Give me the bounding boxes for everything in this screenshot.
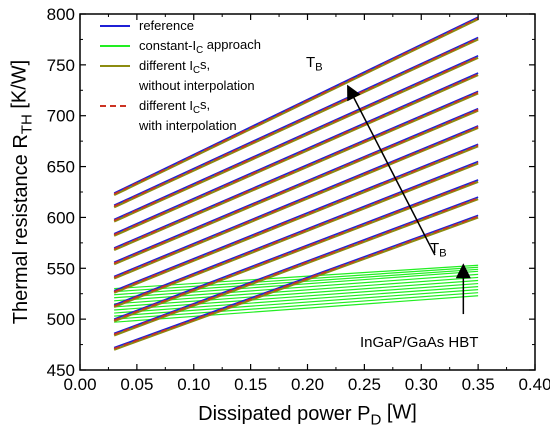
x-tick-label: 0.15 xyxy=(234,375,267,394)
x-tick-label: 0.10 xyxy=(177,375,210,394)
tb-upper-label: TB xyxy=(306,54,323,73)
x-tick-label: 0.40 xyxy=(518,375,550,394)
legend-label-different_ic_interp: with interpolation xyxy=(138,118,237,133)
legend-label-constant_ic: constant-IC approach xyxy=(139,37,261,56)
y-tick-label: 700 xyxy=(47,107,75,126)
x-tick-label: 0.25 xyxy=(348,375,381,394)
y-tick-label: 500 xyxy=(47,310,75,329)
y-tick-label: 650 xyxy=(47,158,75,177)
y-tick-label: 550 xyxy=(47,259,75,278)
no-interp-line xyxy=(114,93,478,250)
no-interp-line xyxy=(114,111,478,265)
y-axis-title: Thermal resistance RTH [K/W] xyxy=(9,60,36,325)
y-tick-label: 600 xyxy=(47,208,75,227)
legend-label-different_ic_no_interp: different ICs, xyxy=(139,57,210,76)
tb-lower-label: TB xyxy=(430,240,447,259)
legend-label-reference: reference xyxy=(139,18,194,33)
legend-label-different_ic_no_interp: without interpolation xyxy=(138,78,255,93)
device-label: InGaP/GaAs HBT xyxy=(360,334,478,351)
x-tick-label: 0.20 xyxy=(291,375,324,394)
y-tick-label: 800 xyxy=(47,5,75,24)
y-tick-label: 450 xyxy=(47,361,75,380)
legend-label-different_ic_interp: different ICs, xyxy=(139,97,210,116)
x-tick-label: 0.05 xyxy=(120,375,153,394)
x-axis-title: Dissipated power PD [W] xyxy=(198,402,417,429)
y-tick-label: 750 xyxy=(47,56,75,75)
x-tick-label: 0.35 xyxy=(462,375,495,394)
x-tick-label: 0.30 xyxy=(405,375,438,394)
